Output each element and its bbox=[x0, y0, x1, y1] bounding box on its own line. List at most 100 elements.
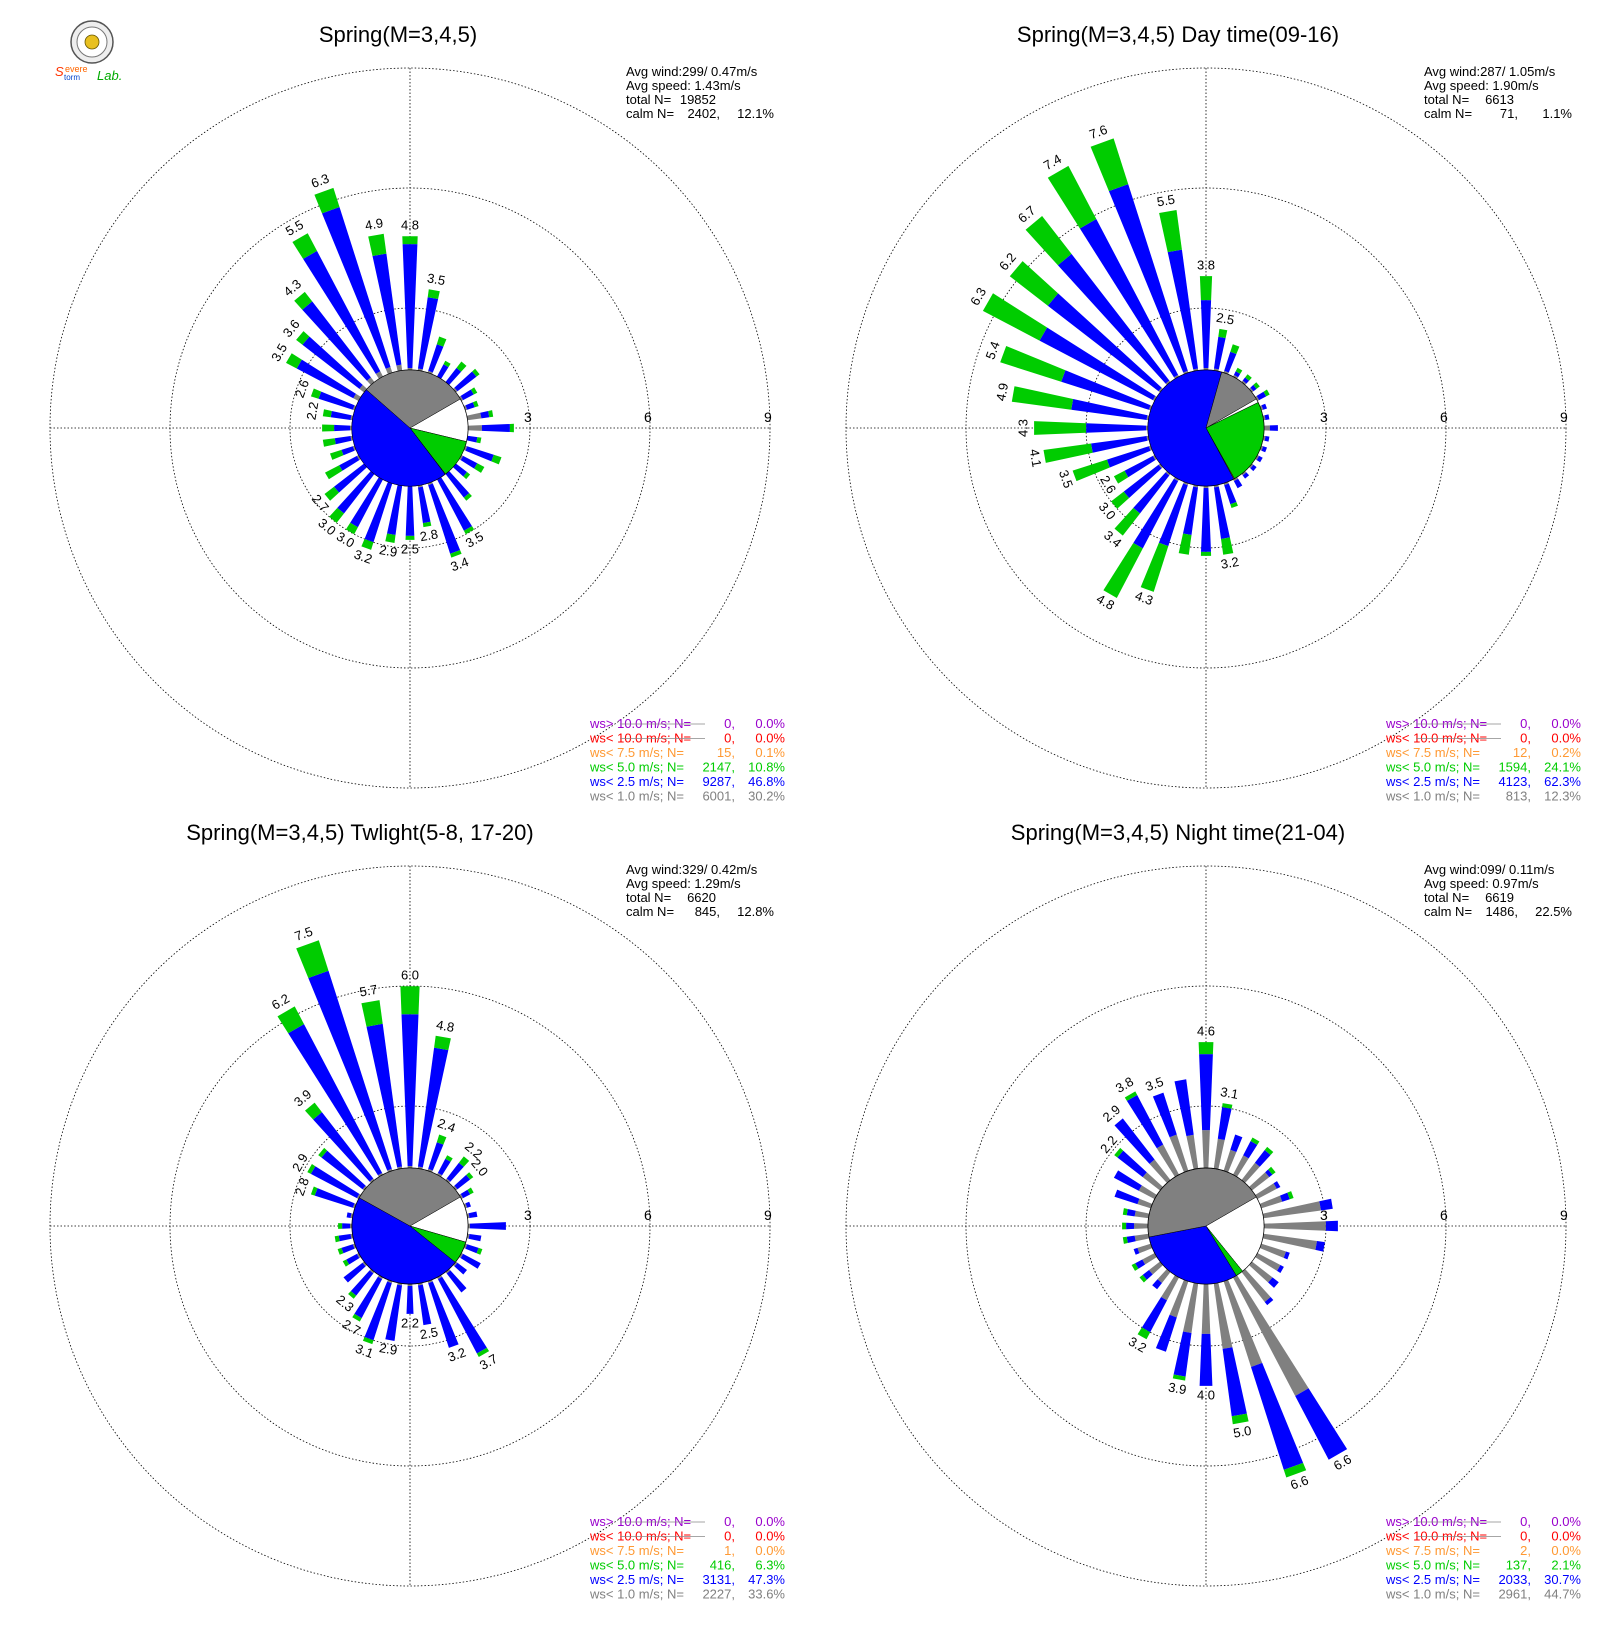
petal-segment-lt2_5 bbox=[446, 1270, 467, 1293]
petal-segment-lt2_5 bbox=[418, 1284, 432, 1326]
petal-segment-lt5 bbox=[314, 187, 340, 214]
petal-segment-lt5 bbox=[472, 400, 479, 408]
petal-segment-lt2_5 bbox=[1114, 1118, 1155, 1164]
svg-text:evere: evere bbox=[65, 64, 88, 74]
petal-segment-lt2_5 bbox=[1224, 483, 1237, 505]
petal-value-label: 7.5 bbox=[293, 924, 315, 944]
petal-segment-lt2_5 bbox=[446, 1162, 464, 1182]
total-n-value: 6620 bbox=[687, 890, 716, 905]
petal-segment-lt2_5 bbox=[1039, 327, 1156, 401]
petal-segment-lt5 bbox=[1245, 374, 1252, 381]
petal-segment-lt2_5 bbox=[1233, 478, 1243, 489]
petal-segment-lt5 bbox=[474, 463, 485, 473]
petal-segment-lt5 bbox=[488, 410, 494, 418]
petal-segment-lt2_5 bbox=[1167, 249, 1198, 370]
legend-label: ws< 10.0 m/s; N= bbox=[1385, 731, 1487, 746]
petal-segment-lt2_5 bbox=[1268, 1277, 1279, 1288]
petal-segment-lt5 bbox=[1072, 459, 1110, 482]
petal-segment-lt2_5 bbox=[460, 455, 478, 469]
petal-segment-lt5 bbox=[470, 387, 478, 395]
petal-segment-lt2_5 bbox=[1224, 351, 1237, 373]
petal-segment-lt2_5 bbox=[1242, 377, 1250, 384]
legend-percent: 30.2% bbox=[748, 789, 785, 804]
petal-segment-lt5 bbox=[322, 424, 335, 432]
petal-segment-lt5 bbox=[1198, 1042, 1214, 1055]
petal-segment-lt2_5 bbox=[460, 1189, 471, 1199]
petal-value-label: 3.4 bbox=[449, 554, 471, 574]
legend-label: ws< 1.0 m/s; N= bbox=[589, 1587, 684, 1602]
legend-count: 137, bbox=[1506, 1558, 1531, 1573]
petal-segment-lt5 bbox=[1114, 507, 1140, 536]
petal-segment-lt2_5 bbox=[350, 475, 384, 528]
petal-segment-lt5 bbox=[436, 336, 447, 347]
petal-segment-lt2_5 bbox=[1214, 486, 1230, 539]
legend-count: 0, bbox=[1520, 1514, 1531, 1529]
legend-percent: 0.0% bbox=[755, 1529, 785, 1544]
petal-segment-lt5 bbox=[329, 507, 344, 523]
petal-segment-lt5 bbox=[1231, 1413, 1249, 1425]
petal-segment-lt5 bbox=[467, 1187, 474, 1195]
petal-segment-lt2_5 bbox=[428, 1142, 444, 1171]
wind-rose-panel-1: 3 6 94.83.53.53.42.82.52.93.23.03.02.72.22… bbox=[49, 22, 785, 804]
petal-value-label: 3.8 bbox=[1197, 257, 1215, 272]
calm-pie-wedge bbox=[1148, 1225, 1237, 1285]
petal-segment-lt5 bbox=[1122, 1222, 1127, 1230]
petal-segment-lt2_5 bbox=[339, 455, 360, 471]
calm-pie-wedge bbox=[1205, 1196, 1265, 1272]
petal-value-label: 5.5 bbox=[283, 217, 306, 239]
petal-segment-lt5 bbox=[1114, 1147, 1124, 1158]
ring-label: 3 bbox=[524, 1207, 532, 1223]
petal-value-label: 5.0 bbox=[1232, 1423, 1252, 1441]
petal-segment-lt2_5 bbox=[1250, 384, 1257, 392]
petal-segment-lt5 bbox=[402, 236, 418, 245]
legend-label: ws< 7.5 m/s; N= bbox=[1385, 745, 1480, 760]
petal-segment-lt2_5 bbox=[437, 1276, 487, 1354]
petal-segment-lt2_5 bbox=[1152, 1092, 1177, 1138]
petal-segment-lt5 bbox=[405, 535, 415, 540]
petal-segment-lt2_5 bbox=[341, 446, 355, 456]
petal-segment-lt5 bbox=[1000, 346, 1066, 382]
legend-count: 2227, bbox=[702, 1587, 735, 1602]
petal-segment-lt2_5 bbox=[1254, 1150, 1271, 1167]
petal-segment-lt2_5 bbox=[402, 244, 418, 368]
petal-segment-lt5 bbox=[322, 438, 336, 447]
petal-segment-lt5 bbox=[1103, 543, 1143, 598]
petal-segment-lt5 bbox=[463, 526, 475, 535]
petal-value-label: 3.1 bbox=[1219, 1084, 1239, 1102]
petal-segment-lt2_5 bbox=[342, 1223, 350, 1229]
legend-percent: 0.0% bbox=[755, 1543, 785, 1558]
ring-label: 9 bbox=[1560, 409, 1568, 425]
petal-value-label: 4.8 bbox=[435, 1017, 455, 1035]
petal-segment-lt5 bbox=[296, 940, 329, 978]
avg-speed-text: Avg speed: 1.29m/s bbox=[626, 876, 741, 891]
petal-segment-lt2_5 bbox=[1230, 1134, 1243, 1152]
petal-segment-lt2_5 bbox=[1071, 399, 1148, 420]
petal-segment-lt2_5 bbox=[350, 1270, 374, 1296]
petal-segment-lt2_5 bbox=[1155, 1314, 1177, 1352]
calm-pie-wedge bbox=[366, 369, 461, 429]
petal-segment-lt1 bbox=[1206, 1221, 1326, 1231]
petal-segment-lt2_5 bbox=[1325, 1220, 1338, 1232]
petal-segment-lt2_5 bbox=[1264, 414, 1270, 420]
petal-segment-lt2_5 bbox=[1251, 1362, 1304, 1470]
petal-value-label: 4.6 bbox=[1197, 1023, 1215, 1038]
petal-segment-lt2_5 bbox=[387, 482, 403, 535]
legend-label: ws< 1.0 m/s; N= bbox=[1385, 1587, 1480, 1602]
petal-segment-lt2_5 bbox=[354, 1276, 383, 1319]
svg-text:torm: torm bbox=[64, 73, 80, 82]
avg-wind-text: Avg wind:299/ 0.47m/s bbox=[626, 64, 758, 79]
calm-pie-wedge bbox=[351, 389, 446, 487]
petal-value-label: 2.4 bbox=[436, 1115, 458, 1135]
petal-value-label: 5.7 bbox=[358, 982, 378, 1000]
petal-segment-lt5 bbox=[342, 1259, 350, 1267]
petal-value-label: 4.8 bbox=[401, 217, 419, 232]
petal-segment-lt2_5 bbox=[1201, 488, 1211, 552]
ring-label: 3 bbox=[1320, 409, 1328, 425]
petal-segment-lt2_5 bbox=[334, 462, 369, 493]
petal-segment-lt5 bbox=[368, 233, 387, 256]
petal-segment-lt2_5 bbox=[308, 970, 392, 1171]
petal-segment-lt2_5 bbox=[343, 1262, 366, 1283]
ring-label: 9 bbox=[1560, 1207, 1568, 1223]
petal-segment-lt2_5 bbox=[454, 1262, 467, 1275]
legend-percent: 0.0% bbox=[1551, 731, 1581, 746]
